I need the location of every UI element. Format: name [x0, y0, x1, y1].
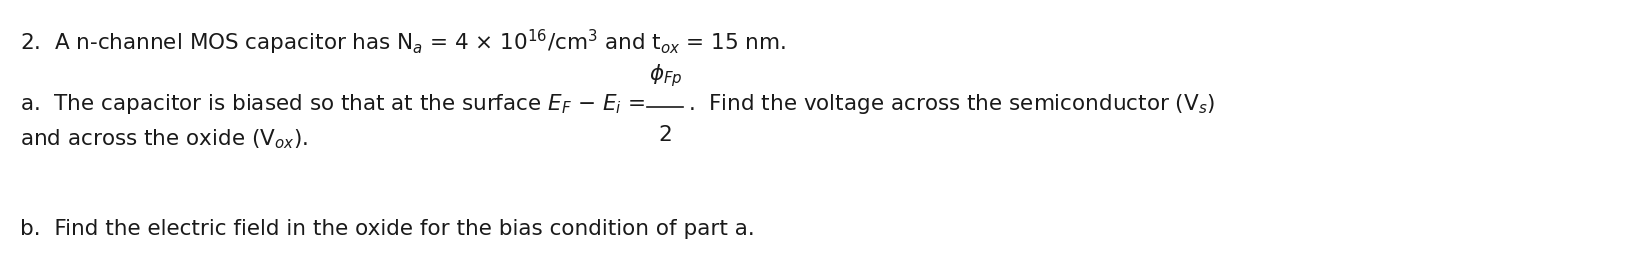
- Text: b.  Find the electric field in the oxide for the bias condition of part a.: b. Find the electric field in the oxide …: [20, 219, 754, 239]
- Text: .  Find the voltage across the semiconductor (V$_s$): . Find the voltage across the semiconduc…: [689, 92, 1214, 116]
- Text: 2.  A n-channel MOS capacitor has N$_a$ = 4 $\times$ 10$^{16}$/cm$^3$ and t$_{ox: 2. A n-channel MOS capacitor has N$_a$ =…: [20, 28, 785, 57]
- Text: and across the oxide (V$_{ox}$).: and across the oxide (V$_{ox}$).: [20, 127, 308, 151]
- Text: $\phi_{Fp}$: $\phi_{Fp}$: [648, 62, 682, 89]
- Text: 2: 2: [658, 125, 672, 145]
- Text: a.  The capacitor is biased so that at the surface $\mathit{E_F}$ $-$ $\mathit{E: a. The capacitor is biased so that at th…: [20, 92, 646, 116]
